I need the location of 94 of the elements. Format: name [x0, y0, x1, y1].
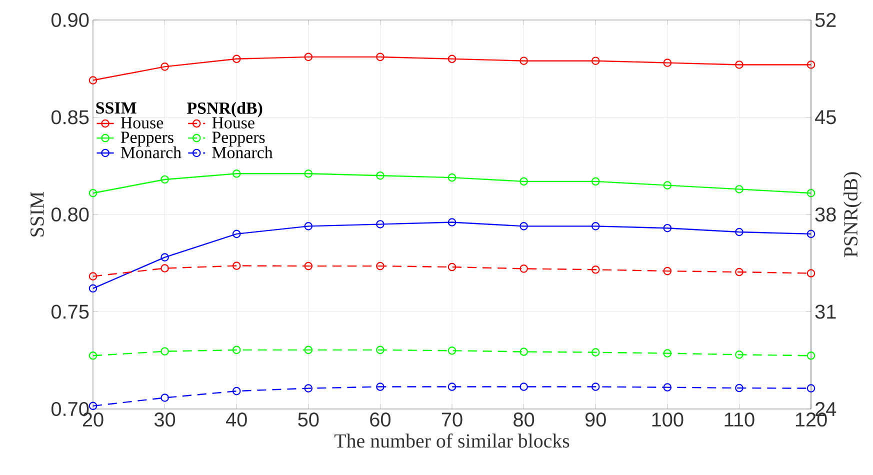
point: [520, 264, 528, 273]
annotation: PSNR(dB): [187, 102, 262, 118]
point: [663, 224, 672, 232]
x-tick-label: 40: [226, 412, 247, 427]
legend-label: Peppers: [212, 132, 265, 146]
annotation: SSIM: [96, 102, 136, 114]
point: [232, 170, 241, 178]
point: [591, 222, 600, 230]
point: [448, 173, 456, 182]
y-axis-title: SSIM: [30, 192, 44, 236]
point: [663, 181, 672, 190]
point: [663, 266, 672, 276]
legend-label: House: [212, 117, 254, 128]
point: [591, 177, 600, 186]
y-tick-label: 0.80: [51, 207, 89, 222]
y-tick-label: 0.75: [51, 304, 89, 319]
y-tick-label: 0.90: [51, 12, 89, 28]
y-tick-label: 0.85: [51, 110, 89, 124]
point: [735, 228, 744, 236]
point: [160, 175, 169, 184]
point: [448, 54, 456, 64]
point: [520, 222, 528, 230]
point: [735, 268, 744, 276]
point: [88, 188, 98, 198]
point: [448, 346, 456, 355]
point: [806, 352, 816, 360]
point: [448, 382, 456, 391]
legend-label: House: [120, 117, 164, 128]
point: [448, 262, 456, 272]
x-tick-label: 80: [514, 412, 534, 427]
point: [663, 383, 672, 392]
point: [304, 262, 313, 270]
point: [160, 253, 169, 262]
point: [376, 220, 384, 228]
point: [663, 349, 672, 358]
point: [806, 60, 816, 69]
legend-label: Peppers: [120, 132, 174, 146]
point: [735, 60, 744, 69]
point: [88, 272, 98, 280]
x-tick-label: 30: [154, 412, 176, 427]
point: [304, 52, 313, 62]
point: [735, 350, 744, 359]
point: [160, 394, 169, 402]
y2-tick-label: 38: [815, 207, 836, 222]
point: [806, 384, 816, 392]
y2-tick-label: 45: [814, 110, 836, 124]
point: [520, 348, 528, 356]
legend-label: Monarch: [212, 146, 273, 158]
point: [663, 58, 672, 67]
point: [304, 346, 313, 354]
point: [591, 382, 600, 391]
point: [806, 269, 816, 278]
point: [88, 284, 98, 293]
point: [376, 262, 384, 270]
x-tick-label: 70: [442, 412, 462, 427]
point: [520, 177, 528, 186]
point: [304, 222, 313, 230]
point: [304, 384, 313, 392]
point: [160, 62, 169, 71]
point: [376, 171, 384, 180]
point: [806, 188, 816, 198]
x-tick-label: 50: [298, 412, 319, 427]
point: [232, 262, 241, 270]
point: [160, 347, 169, 356]
y2-tick-label: 52: [815, 12, 836, 28]
y2-tick-label: 31: [815, 304, 836, 319]
point: [88, 352, 98, 360]
point: [232, 346, 241, 354]
point: [735, 384, 744, 392]
point: [520, 56, 528, 65]
point: [88, 402, 98, 410]
x-axis-title: The number of similar blocks: [334, 433, 570, 448]
point: [232, 54, 241, 64]
point: [304, 170, 313, 178]
point: [520, 382, 528, 391]
x-tick-label: 90: [585, 412, 606, 427]
point: [376, 52, 384, 62]
point: [232, 386, 241, 396]
point: [376, 346, 384, 354]
x-tick-label: 110: [724, 412, 754, 427]
point: [806, 230, 816, 238]
point: [591, 348, 600, 356]
point: [160, 264, 169, 272]
point: [591, 266, 600, 274]
point: [376, 382, 384, 391]
point: [88, 76, 98, 84]
y2-axis-title: PSNR(dB): [844, 172, 862, 258]
point: [591, 56, 600, 65]
point: [448, 218, 456, 226]
point: [735, 185, 744, 194]
x-tick-label: 100: [652, 412, 684, 427]
x-tick-label: 60: [370, 412, 390, 427]
point: [232, 230, 241, 238]
legend-label: Monarch: [120, 146, 182, 158]
